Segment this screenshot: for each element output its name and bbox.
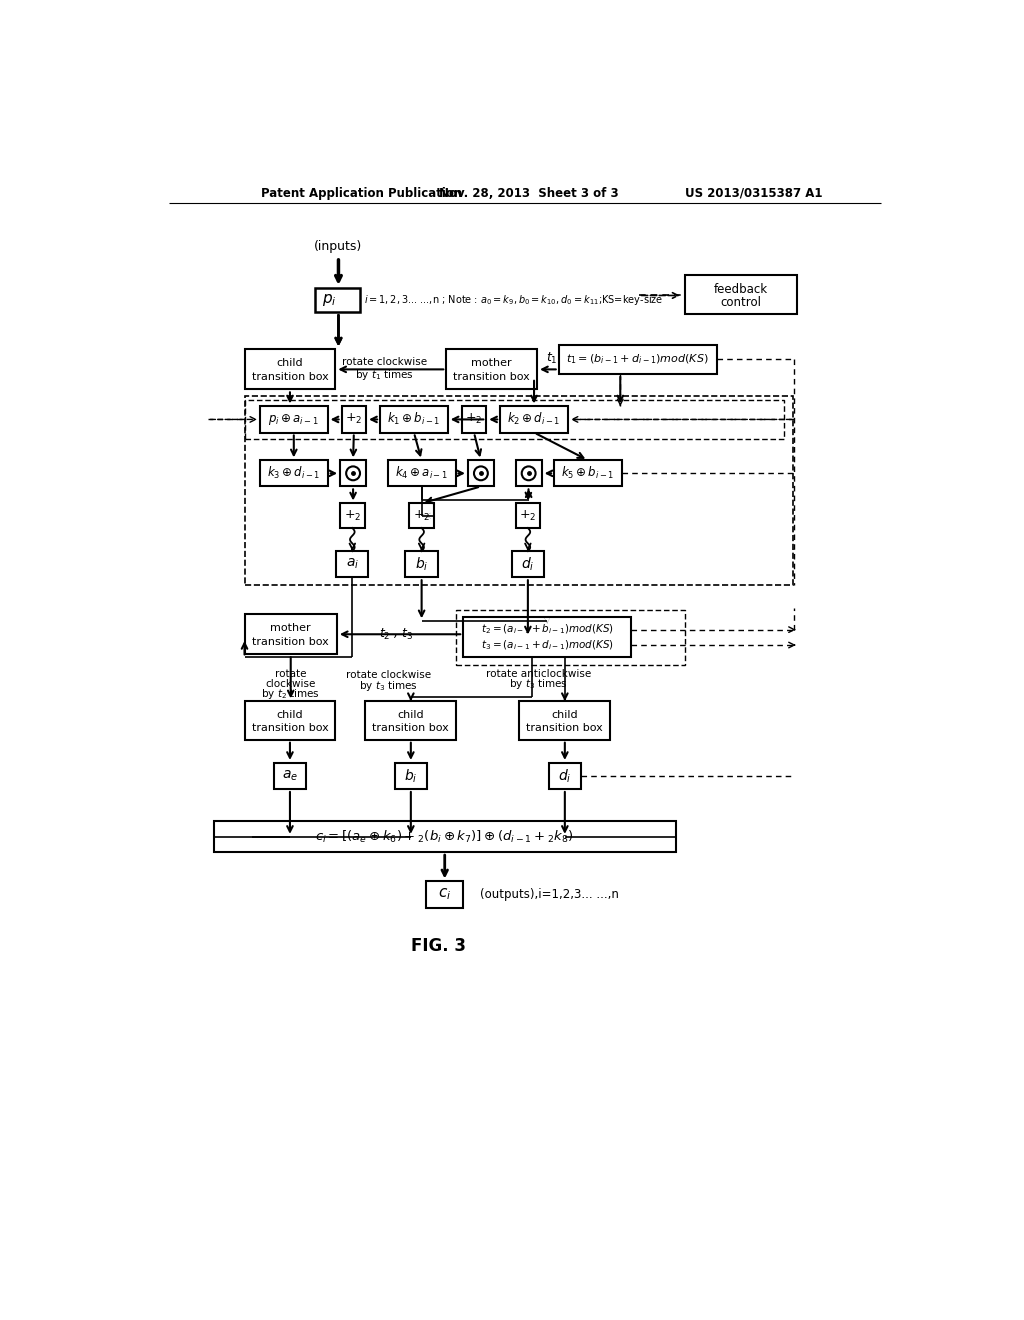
- Text: child: child: [276, 358, 303, 368]
- Text: $k_5\oplus b_{i-1}$: $k_5\oplus b_{i-1}$: [561, 465, 614, 482]
- Bar: [406, 552, 438, 577]
- Text: $+_2$: $+_2$: [413, 508, 430, 523]
- Bar: [554, 461, 622, 487]
- Text: (outputs),i=1,2,3... ...,n: (outputs),i=1,2,3... ...,n: [480, 888, 620, 902]
- Text: Nov. 28, 2013  Sheet 3 of 3: Nov. 28, 2013 Sheet 3 of 3: [438, 186, 618, 199]
- Text: child: child: [552, 710, 579, 721]
- Text: $+_2$: $+_2$: [519, 508, 537, 523]
- Bar: [462, 407, 486, 433]
- Bar: [515, 461, 542, 487]
- Bar: [245, 400, 783, 438]
- Text: $b_i$: $b_i$: [404, 767, 418, 784]
- Text: clockwise: clockwise: [265, 678, 316, 689]
- Bar: [559, 345, 717, 374]
- Bar: [380, 407, 447, 433]
- Text: $c_i=[(a_e\oplus k_6)+_2(b_i\oplus k_7)]\oplus(d_{i-1}+_2k_8)$: $c_i=[(a_e\oplus k_6)+_2(b_i\oplus k_7)]…: [315, 829, 574, 845]
- Text: $a_i$: $a_i$: [346, 557, 358, 572]
- Bar: [410, 503, 434, 528]
- Text: $a_e$: $a_e$: [282, 768, 298, 783]
- Bar: [468, 461, 494, 487]
- Text: $+_2$: $+_2$: [465, 412, 482, 426]
- Text: $t_1$: $t_1$: [546, 351, 557, 366]
- Bar: [245, 396, 793, 585]
- Text: child: child: [397, 710, 424, 721]
- Bar: [500, 407, 568, 433]
- Text: $i=1,2,3$... ...,n ; Note : $a_0=k_9,b_0=k_{10},d_0=k_{11}$;KS=key-size: $i=1,2,3$... ...,n ; Note : $a_0=k_9,b_0…: [364, 293, 664, 308]
- Text: $k_1\oplus b_{i-1}$: $k_1\oplus b_{i-1}$: [387, 412, 440, 428]
- Text: transition box: transition box: [252, 638, 329, 647]
- Bar: [515, 503, 541, 528]
- Bar: [549, 763, 581, 789]
- Bar: [394, 763, 427, 789]
- Bar: [512, 552, 544, 577]
- Text: (inputs): (inputs): [314, 240, 362, 253]
- Text: control: control: [720, 296, 761, 309]
- Text: $d_i$: $d_i$: [558, 767, 571, 784]
- Text: $+_2$: $+_2$: [345, 412, 362, 426]
- Text: rotate clockwise: rotate clockwise: [346, 671, 431, 680]
- Text: $t_2=(a_{i-1}+b_{i-1})mod(KS)$: $t_2=(a_{i-1}+b_{i-1})mod(KS)$: [480, 623, 613, 636]
- Bar: [340, 503, 365, 528]
- Bar: [245, 350, 336, 389]
- Text: $c_i$: $c_i$: [438, 887, 452, 903]
- Text: by $t_1$ times: by $t_1$ times: [355, 368, 414, 381]
- Text: transition box: transition box: [373, 723, 450, 733]
- Text: $k_3\oplus d_{i-1}$: $k_3\oplus d_{i-1}$: [267, 465, 321, 482]
- Text: $k_2\oplus d_{i-1}$: $k_2\oplus d_{i-1}$: [508, 412, 560, 428]
- Bar: [366, 701, 457, 739]
- Bar: [214, 821, 676, 853]
- Text: $d_i$: $d_i$: [521, 556, 535, 573]
- Text: rotate clockwise: rotate clockwise: [342, 358, 427, 367]
- Text: $p_i\oplus a_{i-1}$: $p_i\oplus a_{i-1}$: [268, 412, 319, 426]
- Text: $p_i$: $p_i$: [322, 292, 337, 308]
- Bar: [245, 614, 337, 655]
- Bar: [315, 288, 360, 313]
- Text: rotate: rotate: [275, 668, 306, 678]
- Text: FIG. 3: FIG. 3: [411, 937, 466, 956]
- Text: by $t_2$ times: by $t_2$ times: [261, 686, 321, 701]
- Bar: [463, 618, 631, 657]
- Text: by $t_3$ times: by $t_3$ times: [509, 677, 568, 692]
- Bar: [426, 882, 463, 908]
- Text: $+_2$: $+_2$: [344, 508, 360, 523]
- Bar: [273, 763, 306, 789]
- Text: transition box: transition box: [526, 723, 603, 733]
- Text: $k_4\oplus a_{i-1}$: $k_4\oplus a_{i-1}$: [395, 465, 449, 482]
- Text: transition box: transition box: [252, 372, 329, 381]
- Bar: [245, 701, 336, 739]
- Bar: [336, 552, 369, 577]
- Bar: [456, 610, 685, 665]
- Text: rotate anticlockwise: rotate anticlockwise: [486, 668, 591, 678]
- Text: $b_i$: $b_i$: [415, 556, 428, 573]
- Text: transition box: transition box: [454, 372, 530, 381]
- Bar: [685, 276, 797, 314]
- Text: mother: mother: [270, 623, 311, 634]
- Bar: [340, 461, 367, 487]
- Text: $t_2$ , $t_3$: $t_2$ , $t_3$: [379, 627, 414, 642]
- Bar: [446, 350, 538, 389]
- Text: child: child: [276, 710, 303, 721]
- Text: US 2013/0315387 A1: US 2013/0315387 A1: [685, 186, 822, 199]
- Text: by $t_3$ times: by $t_3$ times: [359, 678, 418, 693]
- Text: mother: mother: [471, 358, 512, 368]
- Text: Patent Application Publication: Patent Application Publication: [261, 186, 463, 199]
- Text: $t_1=(b_{i-1}+d_{i-1})mod(KS)$: $t_1=(b_{i-1}+d_{i-1})mod(KS)$: [566, 352, 709, 366]
- Text: $t_3=(a_{i-1}+d_{i-1})mod(KS)$: $t_3=(a_{i-1}+d_{i-1})mod(KS)$: [480, 639, 613, 652]
- Bar: [260, 461, 328, 487]
- Bar: [388, 461, 456, 487]
- Bar: [519, 701, 610, 739]
- Bar: [342, 407, 367, 433]
- Text: transition box: transition box: [252, 723, 329, 733]
- Text: feedback: feedback: [714, 282, 767, 296]
- Bar: [260, 407, 328, 433]
